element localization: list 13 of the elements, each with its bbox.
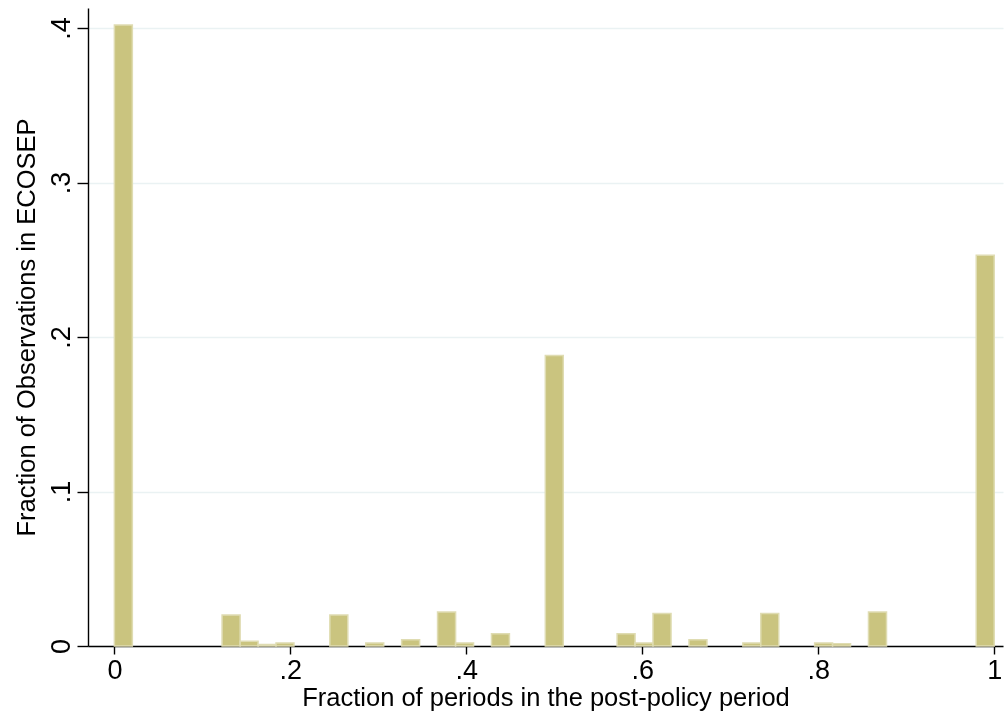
x-tick-label: .6 (631, 654, 655, 685)
y-tick-label: .3 (45, 171, 76, 195)
y-axis-title: Fraction of Observations in ECOSEP (11, 118, 40, 537)
x-tick-label: 1 (987, 654, 1003, 685)
x-tick-label: 0 (107, 654, 123, 685)
x-tick-label: .8 (807, 654, 831, 685)
y-tick-label: 0 (45, 638, 76, 655)
y-tick-label: .2 (45, 326, 76, 349)
y-tick-label: .4 (45, 17, 76, 40)
y-tick-label: .1 (45, 480, 76, 504)
x-tick-label: .2 (279, 654, 303, 685)
x-axis-title: Fraction of periods in the post-policy period (302, 682, 790, 711)
x-tick-label: .4 (455, 654, 479, 685)
